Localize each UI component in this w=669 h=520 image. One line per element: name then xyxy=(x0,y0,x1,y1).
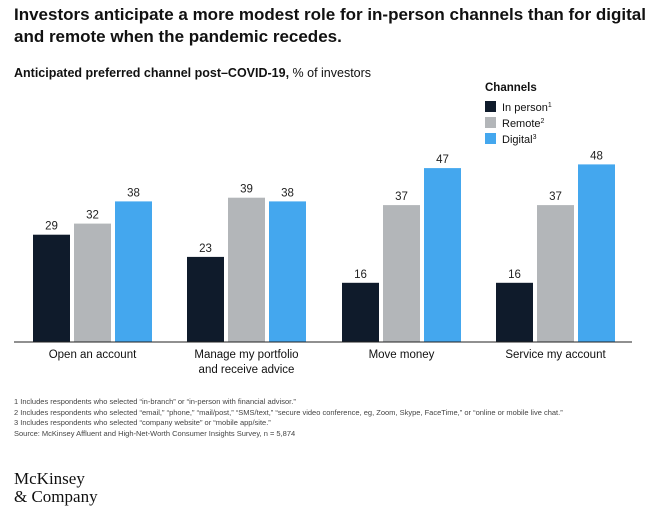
bar-remote-0 xyxy=(74,223,111,342)
category-label: Manage my portfolio and receive advice xyxy=(194,349,298,376)
legend-label-in-person: In person1 xyxy=(502,102,552,114)
bar-in-person-0 xyxy=(33,234,70,342)
legend-swatch-in-person xyxy=(485,101,496,112)
data-label: 48 xyxy=(590,150,603,162)
data-label: 38 xyxy=(281,187,294,199)
footnote-source: Source: McKinsey Affluent and High-Net-W… xyxy=(14,428,296,438)
data-label: 29 xyxy=(45,221,58,233)
logo-line-2: & Company xyxy=(14,487,98,506)
category-label: Open an account xyxy=(49,349,137,361)
data-label: 23 xyxy=(199,243,212,255)
legend-title: Channels xyxy=(485,82,537,94)
category-label: Move money xyxy=(369,349,435,361)
bar-remote-3 xyxy=(537,205,574,342)
legend-label-digital: Digital3 xyxy=(502,134,537,146)
bar-in-person-3 xyxy=(496,282,533,342)
bar-chart: 29 32 38 Open an account 23 39 38 Manage my por… xyxy=(14,82,632,376)
data-label: 32 xyxy=(86,210,99,222)
bar-digital-3 xyxy=(578,164,615,342)
bar-remote-2 xyxy=(383,205,420,342)
logo-line-1: McKinsey xyxy=(14,469,85,488)
bar-remote-1 xyxy=(228,197,265,342)
footnote-3: 3 Includes respondents who selected “com… xyxy=(14,418,271,427)
data-label: 39 xyxy=(240,184,253,196)
bar-in-person-1 xyxy=(187,256,224,342)
legend-swatch-remote xyxy=(485,117,496,128)
legend-swatch-digital xyxy=(485,133,496,144)
data-label: 16 xyxy=(508,269,521,281)
data-label: 37 xyxy=(395,191,408,203)
bar-digital-2 xyxy=(424,168,461,342)
subtitle-bold: Anticipated preferred channel post–COVID… xyxy=(14,66,290,80)
footnote-2: 2 Includes respondents who selected “ema… xyxy=(14,407,563,417)
data-label: 37 xyxy=(549,191,562,203)
data-label: 47 xyxy=(436,154,449,166)
data-label: 38 xyxy=(127,187,140,199)
chart-subtitle: Anticipated preferred channel post–COVID… xyxy=(14,66,371,80)
footnote-1: 1 Includes respondents who selected “in-… xyxy=(14,397,296,406)
bar-digital-1 xyxy=(269,201,306,342)
data-label: 16 xyxy=(354,269,367,281)
legend-label-remote: Remote2 xyxy=(502,118,545,130)
bar-in-person-2 xyxy=(342,282,379,342)
bar-digital-0 xyxy=(115,201,152,342)
mckinsey-logo: McKinsey & Company xyxy=(14,470,98,506)
category-label: Service my account xyxy=(505,349,606,361)
footnotes: 1 Includes respondents who selected “in-… xyxy=(14,397,644,439)
subtitle-unit: % of investors xyxy=(289,66,372,80)
chart-headline: Investors anticipate a more modest role … xyxy=(14,5,646,46)
